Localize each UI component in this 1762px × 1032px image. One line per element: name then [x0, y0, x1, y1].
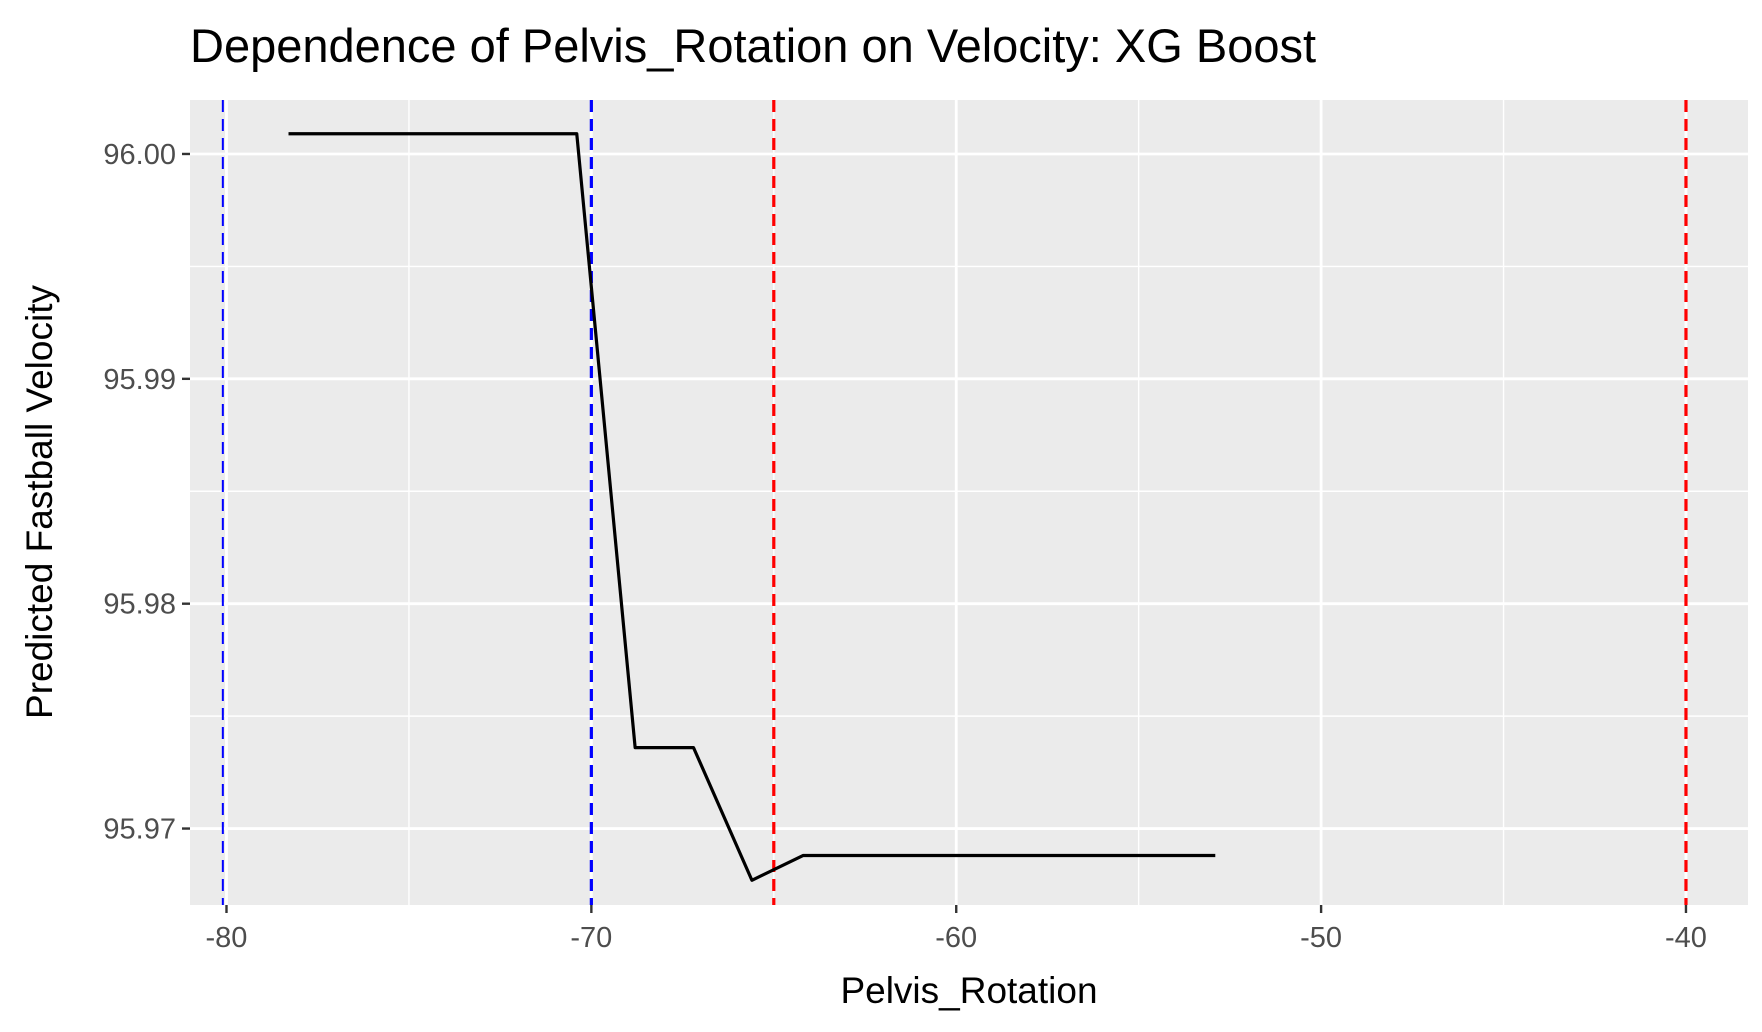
- y-axis-title: Predicted Fastball Velocity: [19, 285, 60, 719]
- x-tick-label: -60: [935, 922, 977, 954]
- chart-title: Dependence of Pelvis_Rotation on Velocit…: [190, 19, 1316, 72]
- y-tick-label: 95.97: [103, 814, 176, 846]
- reference-lines: [221, 100, 1688, 905]
- x-axis-title: Pelvis_Rotation: [840, 970, 1097, 1011]
- series-line: [288, 132, 1216, 882]
- y-tick-label: 95.98: [103, 589, 176, 621]
- y-axis: 95.97 95.98 95.99 96.00: [103, 139, 190, 846]
- x-tick-label: -70: [570, 922, 612, 954]
- plot-panel: [190, 100, 1748, 905]
- series-group: [288, 132, 1216, 882]
- x-tick-label: -50: [1300, 922, 1342, 954]
- y-tick-label: 95.99: [103, 364, 176, 396]
- x-tick-label: -40: [1665, 922, 1707, 954]
- y-tick-label: 96.00: [103, 139, 176, 171]
- x-tick-label: -80: [206, 922, 248, 954]
- x-axis: -80 -70 -60 -50 -40: [206, 905, 1707, 954]
